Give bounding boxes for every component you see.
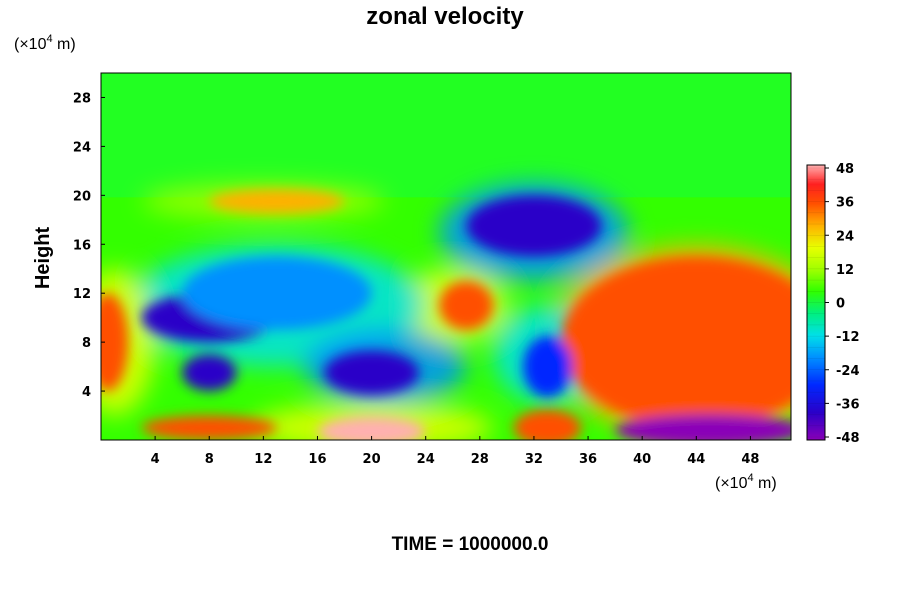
x-tick-label: 32 xyxy=(525,452,543,467)
field-feature-2 xyxy=(317,416,426,440)
x-tick-label: 44 xyxy=(687,452,705,467)
colorbar-tick-label: -48 xyxy=(836,431,860,446)
heatmap-field xyxy=(101,73,791,440)
y-tick-label: 20 xyxy=(73,189,91,204)
y-tick-label: 16 xyxy=(73,238,91,253)
x-tick-label: 16 xyxy=(308,452,326,467)
y-tick-label: 12 xyxy=(73,287,91,302)
colorbar-tick-label: 24 xyxy=(836,229,854,244)
field-feature-14 xyxy=(182,256,372,330)
x-tick-label: 8 xyxy=(205,452,214,467)
x-tick-label: 36 xyxy=(579,452,597,467)
field-feature-11 xyxy=(324,350,419,395)
field-feature-3 xyxy=(513,409,582,440)
x-tick-label: 20 xyxy=(363,452,381,467)
field-feature-6 xyxy=(209,189,345,214)
chart-title: zonal velocity xyxy=(366,3,524,30)
x-tick-label: 24 xyxy=(417,452,435,467)
field-feature-13 xyxy=(523,336,572,398)
colorbar-tick-label: -36 xyxy=(836,397,860,412)
time-label: TIME = 1000000.0 xyxy=(392,534,549,555)
colorbar-tick-label: 36 xyxy=(836,196,854,211)
y-tick-label: 4 xyxy=(82,385,91,400)
y-tick-label: 28 xyxy=(73,91,91,106)
y-axis-unit: (×104 m) xyxy=(14,33,76,53)
colorbar-tick-label: -24 xyxy=(836,364,860,379)
colorbar: 48 36 24 12 0 -12 -24 -36 -48 xyxy=(806,162,860,446)
colorbar-ticks: 48 36 24 12 0 -12 -24 -36 -48 xyxy=(825,162,860,446)
x-axis-unit: (×104 m) xyxy=(715,472,777,492)
x-tick-label: 12 xyxy=(254,452,272,467)
field-feature-7 xyxy=(101,293,129,392)
field-feature-10 xyxy=(182,354,237,392)
colorbar-tick-label: 0 xyxy=(836,297,845,312)
x-axis-ticks: 4 8 12 16 20 24 28 32 36 40 44 48 xyxy=(151,436,759,467)
y-axis-label: Height xyxy=(32,227,54,290)
field-feature-4 xyxy=(141,415,277,440)
x-tick-label: 40 xyxy=(633,452,651,467)
colorbar-tick-label: -12 xyxy=(836,330,860,345)
x-tick-label: 4 xyxy=(151,452,160,467)
y-tick-label: 24 xyxy=(73,140,91,155)
plot-frame xyxy=(100,72,792,441)
x-tick-label: 28 xyxy=(471,452,489,467)
y-axis-ticks: 4 8 12 16 20 24 28 xyxy=(73,91,105,400)
upper-field-background xyxy=(101,73,791,198)
field-feature-5 xyxy=(439,280,494,330)
field-feature-1 xyxy=(561,256,791,428)
colorbar-tick-label: 12 xyxy=(836,263,854,278)
x-tick-label: 48 xyxy=(741,452,759,467)
y-tick-label: 8 xyxy=(82,336,91,351)
field-feature-8 xyxy=(615,414,791,440)
colorbar-tick-label: 48 xyxy=(836,162,854,177)
field-feature-12 xyxy=(466,195,602,257)
